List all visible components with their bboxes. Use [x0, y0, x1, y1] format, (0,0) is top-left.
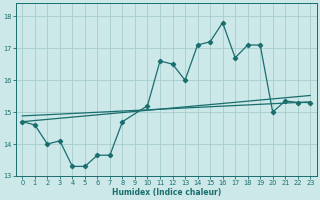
X-axis label: Humidex (Indice chaleur): Humidex (Indice chaleur)	[112, 188, 221, 197]
